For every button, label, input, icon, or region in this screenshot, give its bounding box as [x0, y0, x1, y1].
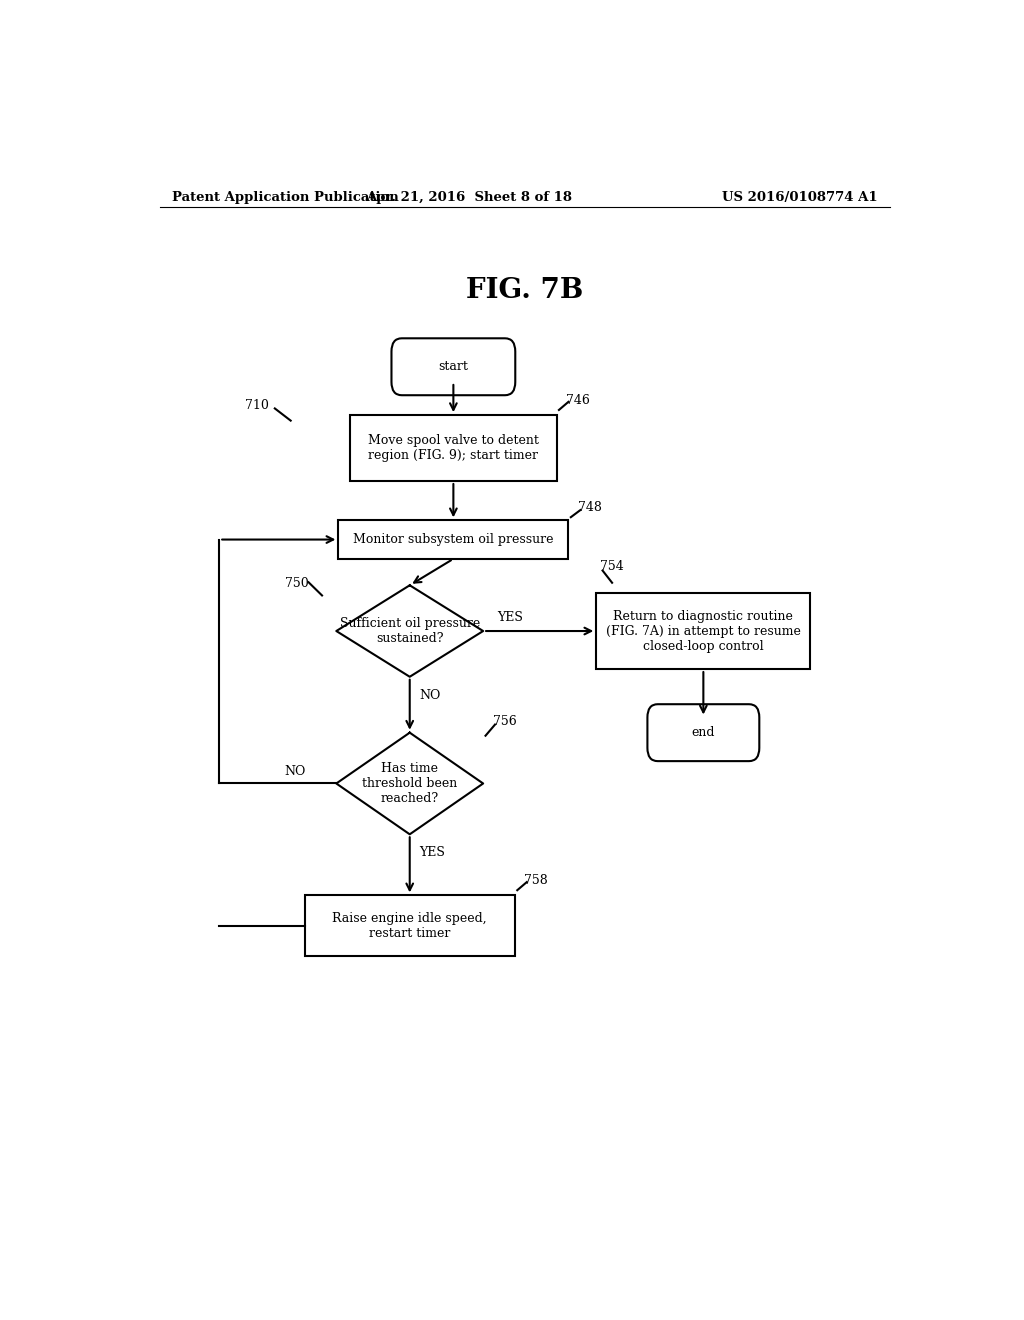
Bar	[350, 414, 557, 480]
FancyBboxPatch shape	[647, 704, 760, 762]
Text: Monitor subsystem oil pressure: Monitor subsystem oil pressure	[353, 533, 554, 546]
Text: Has time
threshold been
reached?: Has time threshold been reached?	[362, 762, 458, 805]
Bar	[338, 520, 568, 558]
Text: FIG. 7B: FIG. 7B	[466, 277, 584, 304]
Text: YES: YES	[498, 611, 523, 624]
Bar	[596, 593, 811, 669]
Text: 754: 754	[600, 560, 624, 573]
Polygon shape	[336, 733, 483, 834]
Text: Move spool valve to detent
region (FIG. 9); start timer: Move spool valve to detent region (FIG. …	[368, 434, 539, 462]
Text: NO: NO	[419, 689, 440, 701]
Bar	[304, 895, 515, 956]
Text: 758: 758	[524, 874, 548, 887]
Text: end: end	[691, 726, 715, 739]
Text: 756: 756	[493, 714, 516, 727]
Text: Patent Application Publication: Patent Application Publication	[172, 190, 398, 203]
Text: Sufficient oil pressure
sustained?: Sufficient oil pressure sustained?	[340, 616, 480, 645]
Text: Apr. 21, 2016  Sheet 8 of 18: Apr. 21, 2016 Sheet 8 of 18	[367, 190, 572, 203]
Text: 710: 710	[246, 399, 269, 412]
Text: start: start	[438, 360, 468, 374]
Text: 746: 746	[566, 393, 590, 407]
Text: US 2016/0108774 A1: US 2016/0108774 A1	[722, 190, 878, 203]
Polygon shape	[336, 585, 483, 677]
Text: Return to diagnostic routine
(FIG. 7A) in attempt to resume
closed-loop control: Return to diagnostic routine (FIG. 7A) i…	[606, 610, 801, 652]
Text: NO: NO	[285, 764, 306, 777]
Text: 750: 750	[285, 577, 308, 590]
Text: YES: YES	[419, 846, 445, 859]
FancyBboxPatch shape	[391, 338, 515, 395]
Text: Raise engine idle speed,
restart timer: Raise engine idle speed, restart timer	[333, 912, 487, 940]
Text: 748: 748	[578, 502, 602, 515]
